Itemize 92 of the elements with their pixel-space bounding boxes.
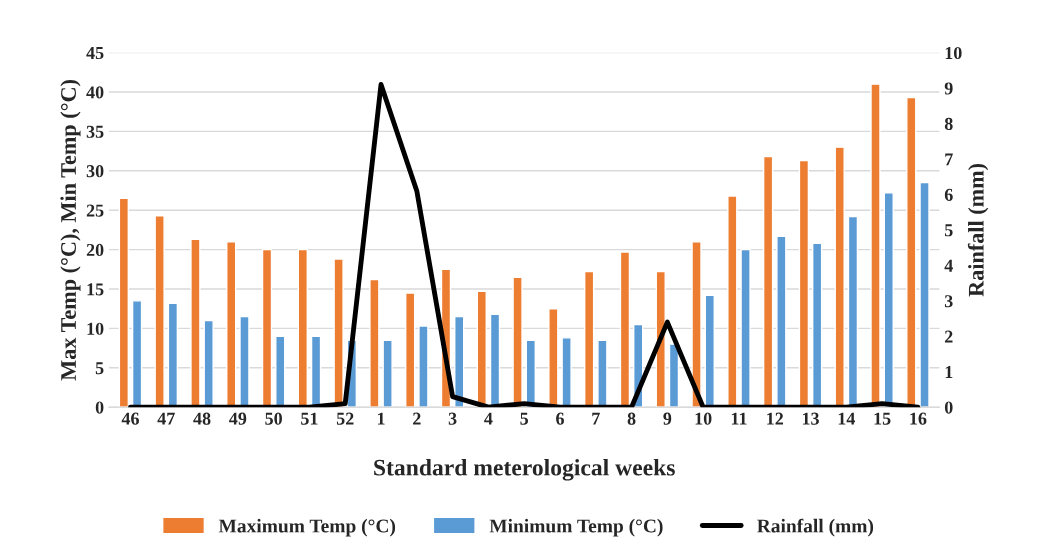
x-tick-label: 51: [301, 412, 318, 425]
x-tick-label: 12: [767, 412, 783, 425]
bar: [583, 270, 595, 408]
bar: [275, 335, 286, 408]
bar: [847, 215, 859, 408]
legend-label: Rainfall (mm): [757, 518, 874, 537]
bar: [798, 159, 810, 408]
x-tick-label: 6: [556, 412, 564, 425]
x-tick-label: 46: [121, 412, 139, 425]
x-tick-label: 13: [802, 412, 819, 425]
bar: [310, 335, 322, 408]
x-tick-label: 1: [377, 412, 385, 425]
legend-label: Minimum Temp (°C): [489, 518, 663, 537]
bar: [154, 215, 165, 408]
bar: [870, 83, 881, 408]
bar: [118, 197, 130, 408]
x-tick-label: 5: [520, 412, 529, 425]
bar: [883, 192, 894, 408]
bar: [489, 313, 501, 408]
y2-tick-label: 4: [944, 259, 953, 272]
bar: [740, 248, 751, 408]
x-tick-label: 3: [448, 412, 457, 425]
y-tick-label: 25: [86, 204, 104, 217]
bar: [762, 155, 774, 408]
bar: [727, 195, 738, 408]
x-tick-label: 50: [265, 412, 282, 425]
bar: [454, 315, 465, 408]
y2-tick-label: 0: [944, 401, 953, 414]
x-tick-label: 10: [695, 412, 712, 425]
y-tick-label: 45: [86, 47, 104, 60]
bar: [369, 278, 380, 408]
y2-tick-label: 1: [945, 366, 953, 378]
y-tick-label: 20: [86, 243, 104, 257]
x-tick-label: 14: [838, 412, 856, 425]
bar: [418, 325, 429, 408]
bar: [203, 319, 214, 408]
x-tick-label: 16: [910, 412, 927, 425]
bar: [239, 315, 250, 408]
y2-tick-label: 8: [944, 117, 953, 130]
x-tick-label: 9: [663, 412, 672, 425]
bar: [561, 337, 572, 408]
y2-tick-label: 2: [945, 330, 953, 343]
x-tick-label: 48: [193, 412, 211, 425]
bar: [811, 242, 823, 408]
y-tick-label: 5: [95, 362, 104, 375]
bar: [190, 238, 201, 408]
x-tick-label: 49: [229, 412, 247, 425]
y2-tick-label: 6: [944, 188, 953, 201]
y-tick-label: 30: [86, 165, 104, 178]
y2-tick-label: 5: [944, 224, 953, 237]
line-series: [128, 82, 921, 408]
y-tick-label: 40: [86, 86, 104, 99]
y-tick-label: 0: [95, 401, 104, 414]
y-axis-title: Max Temp (°C), Min Temp (°C): [60, 79, 81, 381]
x-tick-label: 4: [484, 412, 493, 425]
x-tick-label: 8: [627, 412, 636, 425]
y2-axis-title: Rainfall (mm): [967, 163, 989, 297]
x-tick-label: 52: [336, 412, 354, 425]
bar: [704, 294, 715, 408]
x-tick-label: 11: [731, 412, 747, 425]
bar: [668, 343, 680, 408]
bar: [261, 248, 273, 408]
bar: [512, 276, 523, 408]
bar: [167, 302, 179, 408]
bar: [548, 308, 559, 408]
bar: [691, 241, 702, 408]
bar: [906, 96, 917, 408]
bar: [131, 300, 143, 408]
y2-tick-label: 10: [945, 46, 962, 60]
x-tick-label: 2: [413, 412, 421, 425]
x-tick-label: 15: [874, 412, 891, 425]
bar: [226, 241, 237, 408]
y-tick-label: 35: [86, 125, 104, 138]
legend-label: Maximum Temp (°C): [218, 518, 396, 537]
y-tick-label: 15: [87, 283, 104, 296]
x-axis-title: Standard meterological weeks: [374, 458, 675, 481]
bar: [297, 248, 308, 408]
y2-tick-label: 3: [944, 295, 953, 308]
y2-tick-label: 7: [945, 153, 953, 166]
x-tick-label: 47: [157, 412, 175, 425]
bar: [834, 146, 845, 408]
bar: [405, 292, 416, 408]
bar: [476, 290, 487, 408]
bar: [382, 339, 393, 408]
bar: [619, 251, 631, 408]
y2-tick-label: 9: [944, 82, 953, 95]
y-tick-label: 10: [87, 322, 104, 335]
bar: [597, 339, 608, 408]
bar: [333, 258, 344, 408]
bar: [919, 181, 930, 408]
bar: [776, 235, 787, 408]
x-tick-label: 7: [592, 412, 600, 425]
